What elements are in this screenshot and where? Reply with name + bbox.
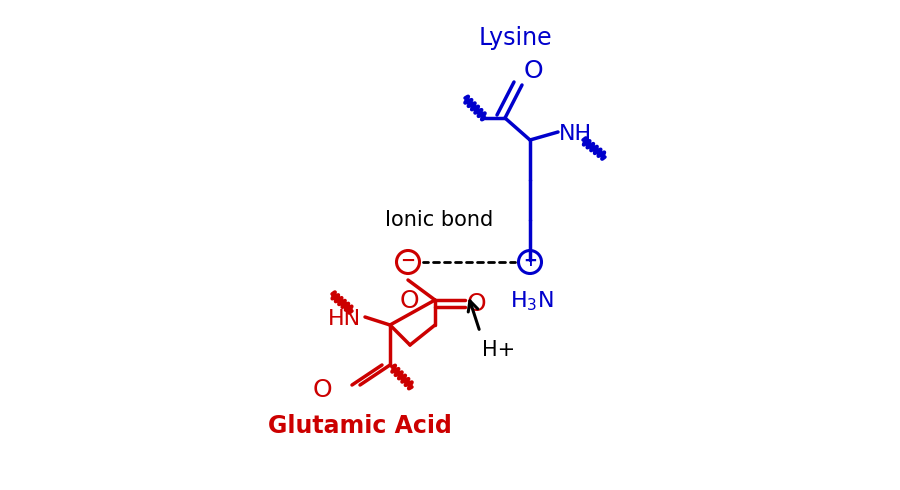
Text: Lysine: Lysine: [478, 26, 552, 50]
Text: O: O: [400, 289, 419, 313]
Text: O: O: [467, 292, 487, 316]
Text: +: +: [523, 252, 537, 270]
Text: H$_3$N: H$_3$N: [510, 289, 554, 313]
Text: H+: H+: [482, 340, 515, 360]
Text: O: O: [524, 59, 544, 83]
Text: Glutamic Acid: Glutamic Acid: [268, 414, 452, 438]
Text: Ionic bond: Ionic bond: [385, 210, 493, 230]
Text: −: −: [400, 252, 416, 270]
Text: NH: NH: [559, 124, 592, 144]
Text: HN: HN: [328, 309, 361, 329]
Text: O: O: [312, 378, 332, 402]
